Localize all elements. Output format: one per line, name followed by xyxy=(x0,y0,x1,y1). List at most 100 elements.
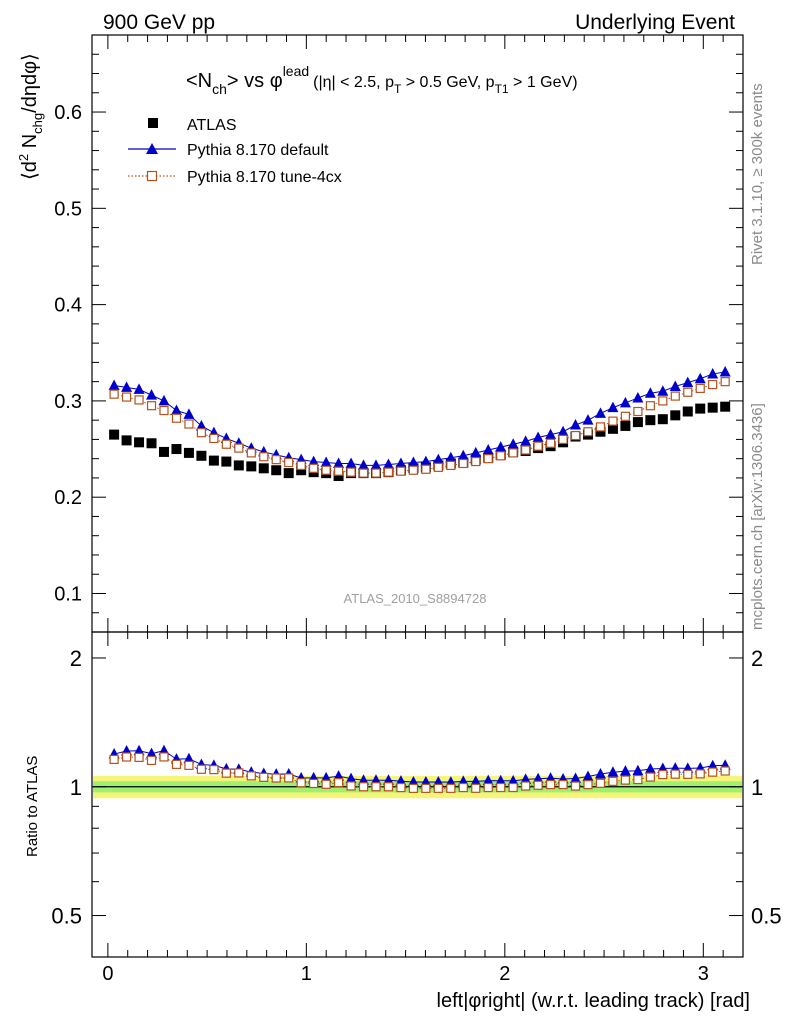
main-y-tick-label: 0.5 xyxy=(54,198,82,220)
pythia-default-point xyxy=(520,773,532,784)
pythia-tune-point xyxy=(421,783,431,793)
pythia-tune-point xyxy=(396,466,406,476)
atlas-data-point xyxy=(158,446,169,457)
pythia-default-point xyxy=(570,772,582,783)
pythia-default-point xyxy=(532,431,544,442)
pythia-tune-point xyxy=(159,752,169,762)
atlas-data-point xyxy=(620,420,631,431)
main-series-markers xyxy=(108,366,731,482)
pythia-default-point xyxy=(470,446,482,458)
atlas-data-point xyxy=(171,444,182,455)
pythia-tune-point xyxy=(333,466,344,476)
pythia-default-point xyxy=(457,449,469,461)
x-tick-label: 2 xyxy=(499,963,510,985)
pythia-tune-point xyxy=(196,428,206,438)
pythia-default-point xyxy=(121,381,133,392)
ratio-series-markers xyxy=(108,744,731,793)
pythia-default-point xyxy=(358,459,370,470)
pythia-tune-point xyxy=(221,439,231,449)
pythia-default-point xyxy=(333,457,345,468)
ratio-y-tick-label-right: 2 xyxy=(751,646,763,671)
main-y-tick-label: 0.1 xyxy=(54,583,82,605)
main-y-tick-label: 0.2 xyxy=(54,487,82,509)
pythia-tune-point xyxy=(521,445,531,455)
pythia-tune-point xyxy=(209,433,219,444)
pythia-default-point xyxy=(108,379,120,390)
pythia-default-point xyxy=(146,747,158,759)
atlas-data-point xyxy=(670,410,681,421)
main-y-tick-label: 0.3 xyxy=(54,391,82,413)
pythia-tune-point xyxy=(121,392,132,402)
pythia-tune-point xyxy=(109,754,119,765)
rivet-label: Rivet 3.1.10, ≥ 300k events xyxy=(749,83,766,265)
pythia-tune-point xyxy=(296,778,306,788)
pythia-tune-point xyxy=(234,443,244,453)
pythia-tune-point xyxy=(446,460,456,471)
pythia-tune-point xyxy=(196,764,206,774)
pythia-default-point xyxy=(632,764,644,776)
pythia-tune-point xyxy=(670,769,680,779)
pythia-tune-point xyxy=(146,401,157,411)
atlas-data-point xyxy=(296,465,307,476)
pythia-default-point xyxy=(520,435,532,446)
pythia-default-point xyxy=(532,772,544,784)
pythia-tune-point xyxy=(471,783,481,793)
pythia-tune-point xyxy=(720,377,730,387)
pythia-tune-point xyxy=(371,782,381,792)
main-y-axis-label: ⟨d2 Nchg/dηdφ⟩ xyxy=(16,53,45,180)
pythia-default-point xyxy=(133,744,145,756)
header-left: 900 GeV pp xyxy=(103,11,215,34)
atlas-data-point xyxy=(196,450,207,461)
legend-marker-tune xyxy=(146,170,158,182)
pythia-tune-point xyxy=(159,405,169,416)
axis-ticks xyxy=(92,34,743,958)
pythia-tune-point xyxy=(408,783,419,793)
pythia-tune-point xyxy=(358,468,369,478)
mcplots-label: mcplots.cern.ch [arXiv:1306.3436] xyxy=(749,403,766,630)
pythia-tune-point xyxy=(221,768,231,778)
pythia-tune-point xyxy=(645,772,655,782)
pythia-tune-point xyxy=(683,387,693,397)
atlas-data-point xyxy=(208,455,219,466)
pythia-tune-point xyxy=(633,774,643,785)
pythia-default-point xyxy=(682,376,694,388)
pythia-tune-point xyxy=(259,772,269,782)
pythia-default-point xyxy=(432,453,444,465)
x-tick-label: 0 xyxy=(102,963,113,985)
pythia-tune-point xyxy=(134,752,144,762)
pythia-default-point xyxy=(358,774,370,785)
ratio-y-tick-label-right: 0.5 xyxy=(751,904,782,929)
pythia-tune-point xyxy=(496,782,506,793)
pythia-tune-point xyxy=(321,465,331,475)
pythia-default-point xyxy=(694,372,706,384)
pythia-tune-point xyxy=(209,765,219,775)
legend-label-tune: Pythia 8.170 tune-4cx xyxy=(187,169,342,186)
pythia-tune-point xyxy=(608,416,618,426)
pythia-tune-point xyxy=(545,438,556,448)
pythia-default-point xyxy=(582,770,594,782)
atlas-data-point xyxy=(233,460,244,471)
pythia-tune-point xyxy=(134,395,144,405)
pythia-tune-point xyxy=(583,427,593,437)
pythia-tune-point xyxy=(333,778,344,788)
atlas-data-point xyxy=(221,456,232,467)
pythia-tune-point xyxy=(496,451,506,461)
pythia-tune-point xyxy=(595,778,606,788)
atlas-data-point xyxy=(720,401,731,412)
atlas-data-point xyxy=(595,426,606,437)
header-right: Underlying Event xyxy=(575,11,735,34)
pythia-default-point xyxy=(495,441,507,452)
legend-marker-atlas xyxy=(148,118,158,128)
atlas-data-point xyxy=(333,471,344,482)
pythia-tune-point xyxy=(570,781,581,791)
pythia-tune-point xyxy=(346,781,356,791)
x-tick-label: 3 xyxy=(698,963,709,985)
atlas-data-point xyxy=(121,435,132,446)
pythia-tune-point xyxy=(545,779,556,790)
atlas-data-point xyxy=(271,465,282,476)
pythia-default-point xyxy=(607,766,619,777)
pythia-tune-point xyxy=(633,406,643,417)
pythia-tune-point xyxy=(271,773,281,783)
pythia-default-point xyxy=(632,392,644,403)
